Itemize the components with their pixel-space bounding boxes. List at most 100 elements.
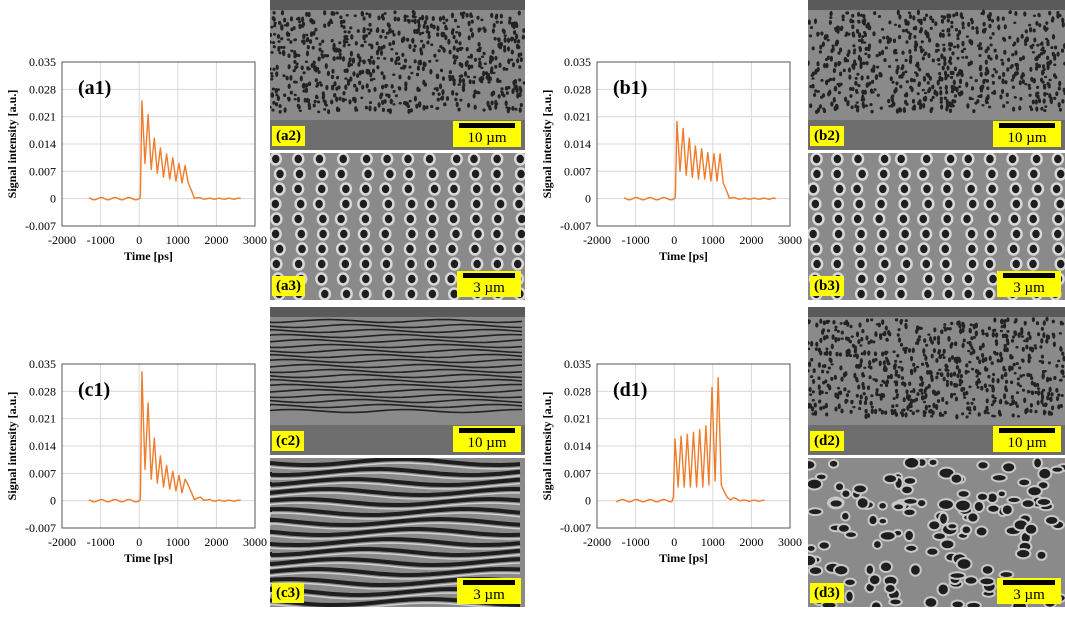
sem-pore (1048, 10, 1052, 16)
sem-pore (425, 24, 430, 31)
sem-pore (391, 29, 395, 34)
sem-pore (808, 368, 810, 373)
sem-pore (901, 29, 906, 33)
sem-pore (929, 98, 933, 102)
sem-hole (808, 477, 824, 491)
sem-pore (829, 55, 833, 62)
sem-pore (895, 81, 899, 86)
sem-pore (958, 85, 962, 89)
sem-pore (825, 62, 829, 69)
sem-pore (318, 47, 322, 52)
sem-pore (271, 108, 275, 112)
sem-pore (1037, 14, 1041, 18)
sem-pore (829, 10, 833, 17)
sem-pore (1000, 356, 1004, 362)
sem-pore (1030, 380, 1034, 386)
sem-pore (841, 14, 845, 19)
sem-pore (1012, 73, 1016, 80)
sem-hole (833, 481, 846, 493)
sem-pore (971, 367, 975, 371)
sem-pore (1013, 330, 1017, 335)
sem-pore (949, 343, 953, 349)
sem-pore (441, 76, 446, 81)
sem-pore (955, 413, 959, 420)
sem-pore (1056, 51, 1060, 57)
sem-pore (304, 87, 308, 94)
y-tick-label: 0 (585, 192, 591, 206)
sem-pore (339, 15, 343, 20)
sem-pore (473, 75, 477, 79)
sem-pore (480, 55, 485, 58)
sem-cell (361, 167, 375, 181)
sem-pore (961, 56, 965, 59)
sem-pore (972, 323, 976, 330)
sem-pore (836, 329, 840, 333)
sem-pore (949, 380, 953, 386)
sem-pore (870, 394, 874, 398)
sem-pore (870, 318, 874, 322)
sem-pore (1024, 42, 1028, 46)
sem-pore (989, 43, 993, 47)
sem-pore (811, 390, 815, 394)
sem-pore (995, 332, 999, 338)
sem-pore (313, 99, 317, 104)
sem-cell (985, 182, 999, 196)
sem-pore (945, 104, 949, 109)
sem-pore (1061, 351, 1065, 356)
sem-pore (308, 81, 312, 87)
scale-text-a2: 10 µm (467, 130, 507, 146)
sem-pore (270, 72, 274, 75)
sem-pore (902, 408, 906, 412)
sem-pore (918, 67, 922, 72)
sem-ridge (270, 496, 521, 508)
sem-image-a3: (a3) 3 µm (270, 153, 525, 300)
sem-pore (499, 20, 503, 25)
sem-pore (1018, 366, 1022, 370)
sem-pore (858, 399, 862, 405)
sem-cell (427, 272, 440, 286)
sem-pore (809, 103, 813, 109)
sem-pore (946, 371, 950, 378)
sem-pore (982, 78, 986, 85)
sem-cell (1008, 212, 1021, 226)
sem-pore (280, 37, 284, 41)
sem-pore (930, 353, 934, 359)
sem-pore (922, 77, 927, 82)
chart-panel-c1: 0.035 0.028 0.021 0.014 0.007 0 -0.007 -2000 -10… (0, 342, 270, 642)
sem-pore (358, 70, 362, 76)
sem-cell (920, 153, 933, 166)
sem-pore (331, 68, 335, 74)
sem-pore (293, 97, 297, 101)
sem-pore (956, 37, 960, 41)
sem-pore (518, 85, 522, 91)
sem-pore (858, 46, 862, 50)
sem-cell (426, 167, 439, 181)
sem-cell (270, 153, 282, 166)
sem-pore (454, 97, 458, 102)
sem-cell (490, 182, 503, 196)
sem-pore (901, 50, 905, 55)
sem-pore (1027, 357, 1031, 364)
sem-pore (895, 395, 899, 399)
sem-pore (283, 107, 287, 113)
sem-hole (888, 597, 903, 607)
sem-pore (1049, 396, 1053, 403)
sem-pore (868, 375, 872, 380)
sem-pore (452, 45, 456, 51)
sem-pore (857, 363, 861, 369)
sem-pore (483, 62, 487, 66)
sem-pore (828, 20, 832, 25)
sem-pore (834, 392, 838, 398)
sem-pore (270, 50, 274, 54)
y-tick-label: 0 (585, 494, 591, 508)
sem-pore (813, 402, 817, 408)
sem-cell (960, 212, 974, 226)
sem-pore (436, 97, 440, 102)
sem-pore (354, 41, 358, 46)
sem-hole (808, 543, 817, 553)
sem-pore (372, 59, 376, 66)
sem-pore (892, 397, 896, 400)
sem-pore (1045, 334, 1050, 340)
sem-pore (826, 370, 830, 374)
sem-pore (347, 30, 351, 34)
